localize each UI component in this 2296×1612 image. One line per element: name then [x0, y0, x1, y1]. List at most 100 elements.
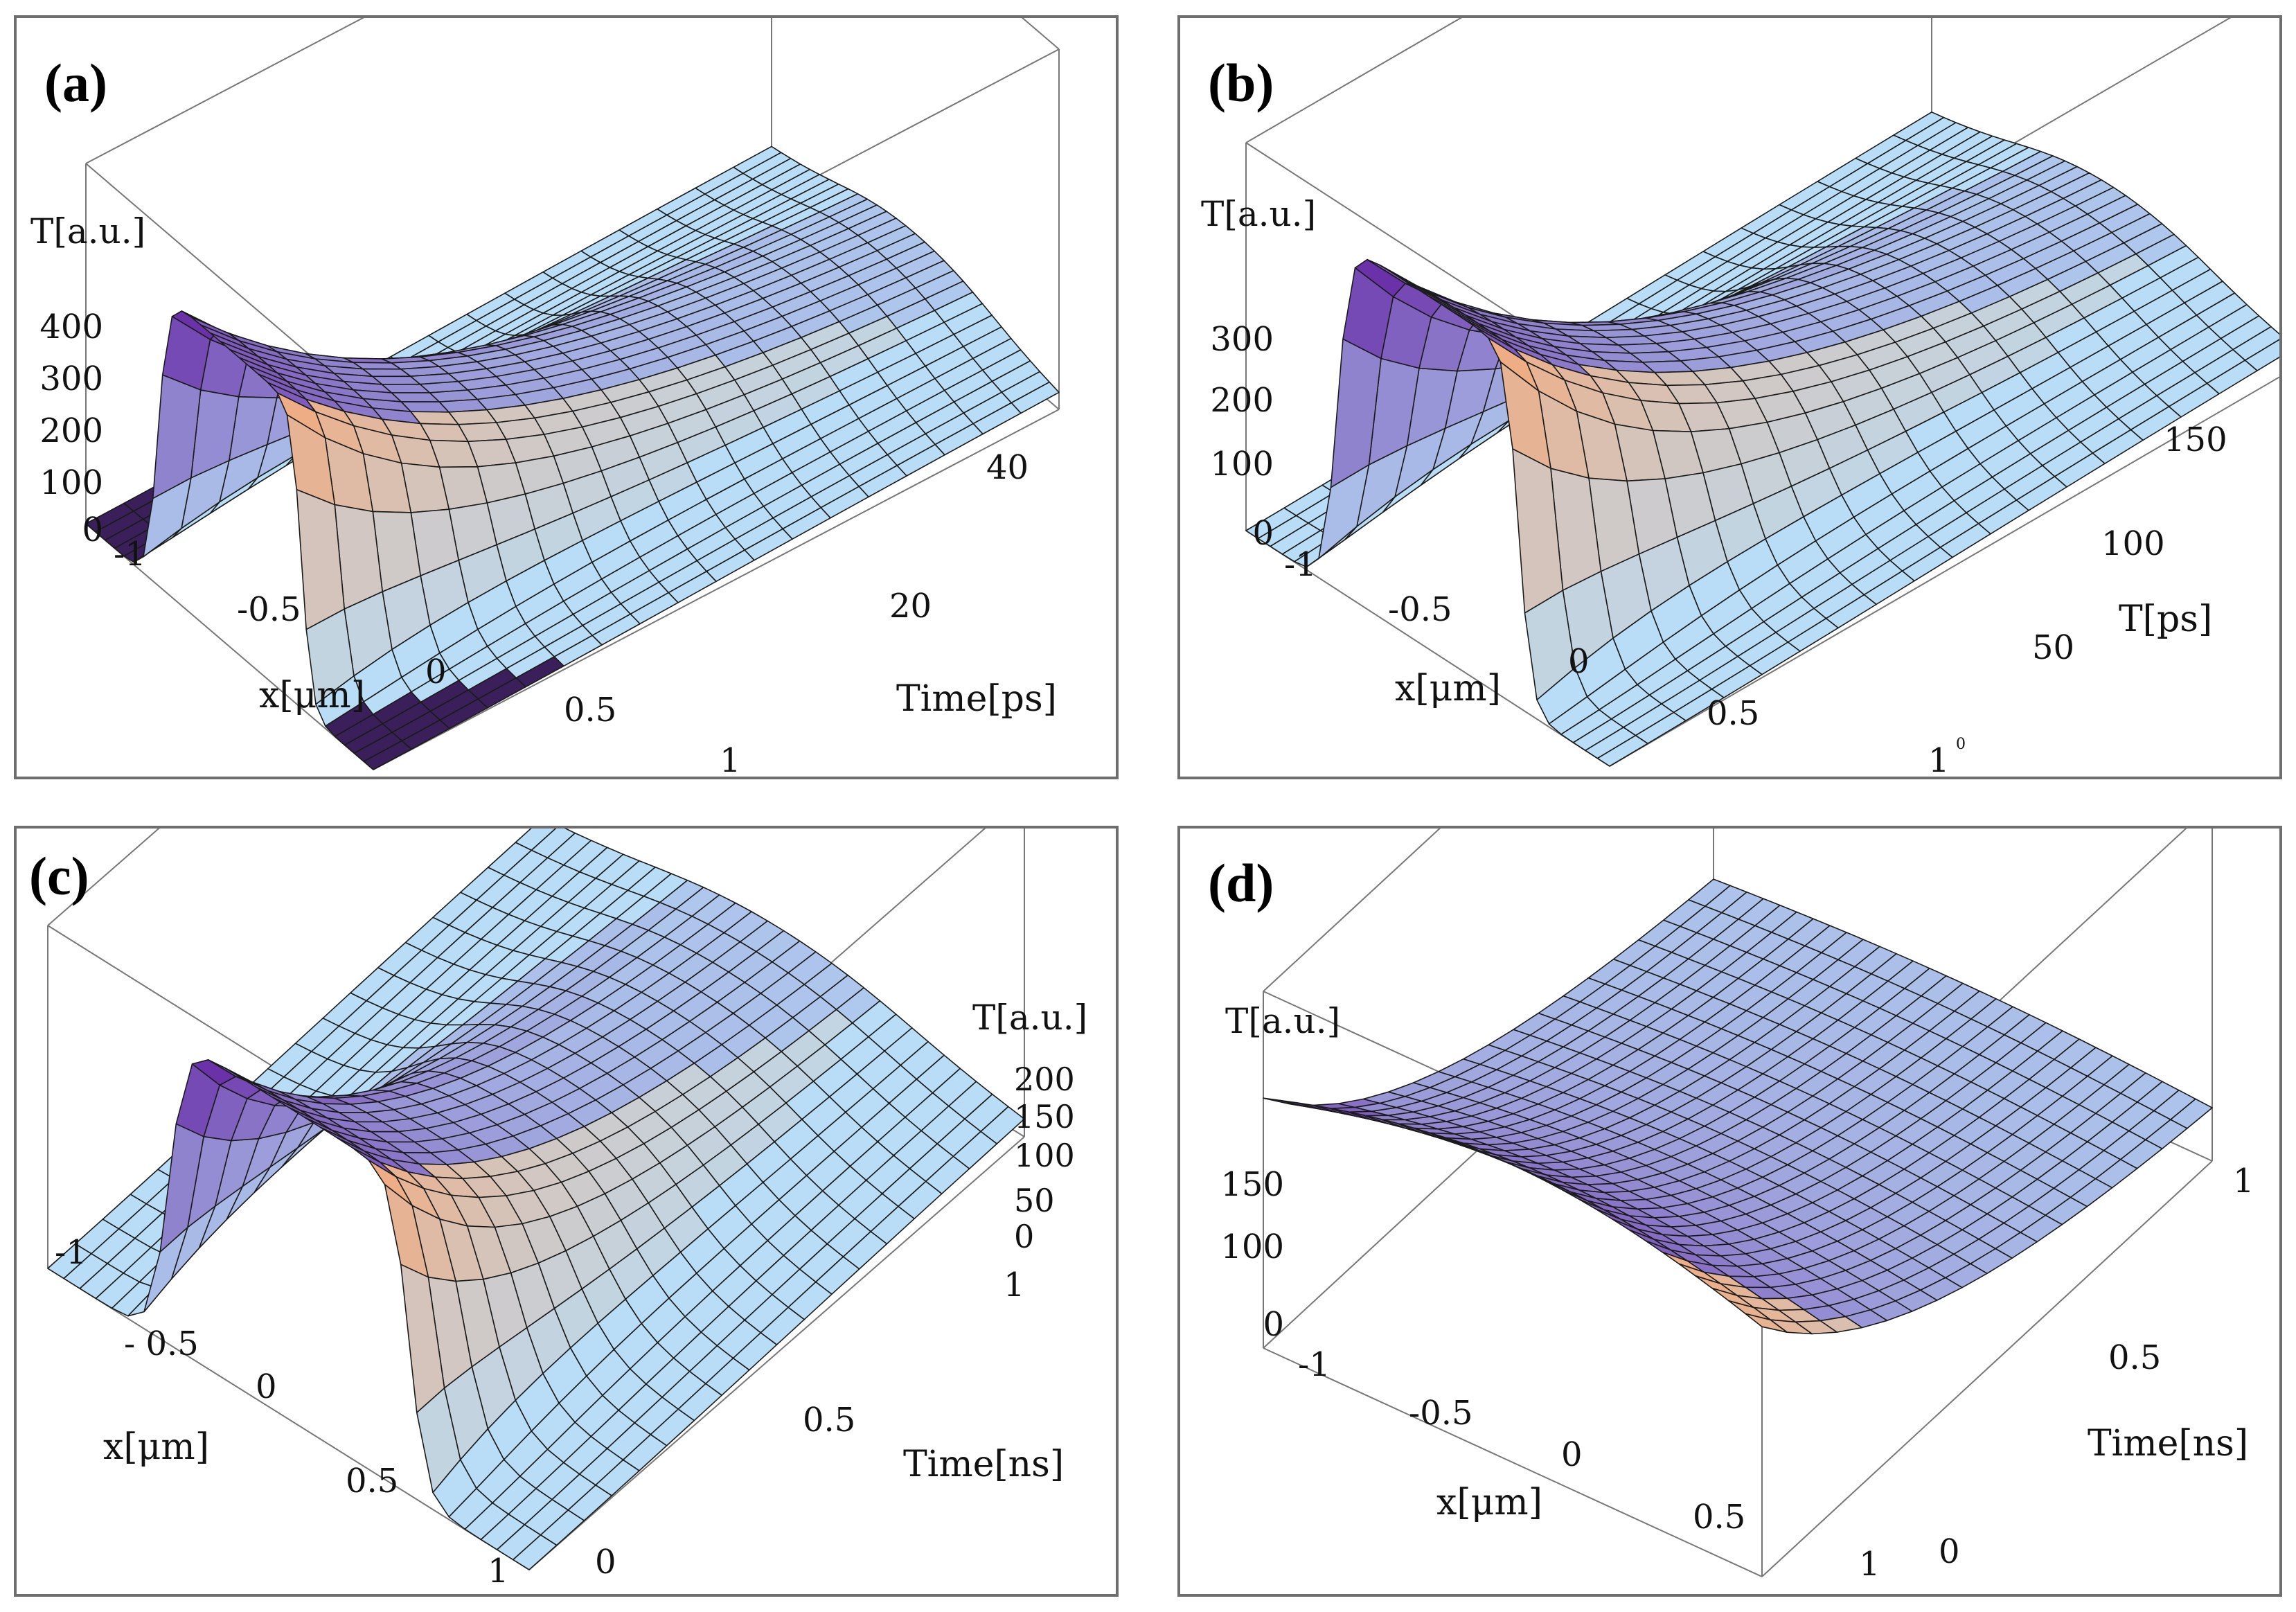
y-tick: 20	[889, 587, 932, 626]
surface-plot-c: (c) T[a.u.] 200 150 100 50 0 -1 - 0.5 0 …	[29, 829, 1087, 1591]
surface	[47, 829, 1025, 1570]
z-tick: 0	[1014, 1218, 1034, 1255]
box-edge	[47, 1268, 530, 1570]
y-axis-label: Time[ps]	[896, 678, 1057, 720]
y-ticks: 0 50 100 150	[1956, 420, 2227, 753]
surface-plot-b: (b) T[a.u.] 300 200 100 0 -1 -0.5 0 0.5 …	[1201, 18, 2279, 779]
box-edge	[1245, 530, 1610, 767]
z-tick: 100	[1210, 445, 1274, 484]
surface-facet	[363, 740, 412, 770]
z-ticks: 150 100 0	[1220, 1165, 1284, 1344]
box-edge	[373, 409, 1060, 770]
x-ticks: -1 -0.5 0 0.5 1	[114, 535, 741, 779]
z-tick: 100	[1014, 1137, 1075, 1174]
x-tick: 0	[425, 653, 447, 691]
x-tick: -1	[1298, 1345, 1331, 1384]
x-axis-label: x[μm]	[259, 675, 365, 716]
x-tick: 1	[1928, 741, 1950, 779]
y-axis-label: Time[ns]	[903, 1444, 1064, 1485]
y-tick: 40	[986, 448, 1029, 487]
surface-facet	[1596, 734, 1648, 767]
surface-plot-a: (a) T[a.u.] 400 300 200 100 0 -1 -0.5 0 …	[30, 18, 1060, 779]
x-tick: 0.5	[1693, 1498, 1745, 1536]
x-ticks: -1 -0.5 0 0.5 1	[1298, 1345, 1880, 1584]
y-tick: 100	[2101, 524, 2165, 563]
box-edge	[47, 829, 160, 926]
surface-facet	[512, 1534, 558, 1570]
z-tick: 150	[1220, 1165, 1284, 1204]
panel-c: (c) T[a.u.] 200 150 100 50 0 -1 - 0.5 0 …	[14, 826, 1119, 1597]
x-tick: 0	[1568, 642, 1590, 681]
z-tick: 100	[1220, 1228, 1284, 1266]
z-axis-label: T[a.u.]	[1225, 1001, 1340, 1041]
surface-facet	[1745, 1313, 1788, 1334]
z-ticks: 400 300 200 100 0	[39, 308, 103, 549]
panel-label: (d)	[1208, 853, 1274, 913]
z-ticks: 200 150 100 50 0	[1014, 1061, 1075, 1255]
z-axis-label: T[a.u.]	[972, 998, 1087, 1038]
x-tick: 1	[1859, 1545, 1880, 1584]
z-tick: 400	[39, 308, 103, 346]
x-tick: -1	[55, 1233, 87, 1272]
y-ticks: 0 0.5 1	[1939, 1162, 2254, 1571]
panel-d: (d) T[a.u.] 150 100 0 -1 -0.5 0 0.5 1 x[…	[1177, 826, 2282, 1597]
x-tick: -1	[1284, 545, 1317, 584]
x-tick: 1	[488, 1552, 509, 1591]
y-ticks: 0 0.5 1	[595, 1266, 1025, 1582]
x-tick: 1	[720, 741, 741, 779]
z-ticks: 300 200 100 0	[1210, 320, 1274, 553]
z-tick: 300	[1210, 320, 1274, 359]
y-axis-label: Time[ns]	[2088, 1423, 2248, 1464]
panel-label: (a)	[44, 53, 107, 113]
box-edge	[1021, 18, 1060, 50]
z-tick: 200	[1014, 1061, 1075, 1098]
box-edge	[1245, 18, 1462, 143]
y-axis-label: T[ps]	[2119, 599, 2212, 640]
y-tick: 0	[595, 1543, 616, 1582]
y-tick: 150	[2164, 420, 2227, 459]
box-edge	[85, 18, 364, 164]
surface	[1263, 878, 2213, 1335]
x-axis-label: x[μm]	[1436, 1482, 1542, 1523]
y-ticks: 20 40	[889, 448, 1029, 626]
box-edge	[528, 1136, 1025, 1570]
z-tick: 100	[39, 463, 103, 502]
y-tick: 50	[2032, 628, 2074, 667]
x-ticks: -1 -0.5 0 0.5 1	[1284, 545, 1950, 779]
z-tick: 150	[1014, 1098, 1075, 1135]
z-tick: 50	[1014, 1182, 1055, 1219]
x-tick: -1	[114, 535, 146, 574]
box-edge	[1263, 829, 1441, 992]
x-ticks: -1 - 0.5 0 0.5 1	[55, 1233, 509, 1591]
z-axis-label: T[a.u.]	[30, 211, 145, 251]
z-axis-label: T[a.u.]	[1201, 194, 1316, 234]
x-tick: - 0.5	[124, 1325, 199, 1363]
x-tick: 0.5	[346, 1462, 398, 1500]
surface	[85, 145, 1060, 770]
x-axis-label: x[μm]	[1395, 668, 1501, 709]
box-edge	[85, 523, 374, 770]
y-tick: 0	[1956, 736, 1966, 753]
z-tick: 200	[1210, 381, 1274, 420]
box-edge	[1609, 376, 2279, 767]
y-tick: 0.5	[803, 1401, 855, 1440]
y-tick: 1	[2233, 1162, 2254, 1201]
panel-b: (b) T[a.u.] 300 200 100 0 -1 -0.5 0 0.5 …	[1177, 15, 2282, 779]
panel-label: (c)	[29, 846, 89, 906]
x-tick: -0.5	[237, 590, 301, 629]
surface	[1245, 112, 2279, 767]
x-tick: 0	[256, 1367, 277, 1406]
box-edge	[1263, 1347, 1763, 1577]
x-tick: 0.5	[1707, 694, 1759, 733]
y-tick: 0.5	[2108, 1338, 2161, 1377]
x-tick: -0.5	[1388, 590, 1452, 629]
z-tick: 200	[39, 411, 103, 450]
z-tick: 0	[1263, 1305, 1284, 1344]
z-tick: 0	[1252, 514, 1274, 553]
box-edge	[1761, 1160, 2213, 1577]
panel-a: (a) T[a.u.] 400 300 200 100 0 -1 -0.5 0 …	[14, 15, 1119, 779]
z-tick: 300	[39, 360, 103, 398]
x-tick: -0.5	[1409, 1394, 1473, 1433]
z-tick: 0	[82, 511, 103, 549]
panel-label: (b)	[1208, 53, 1274, 113]
